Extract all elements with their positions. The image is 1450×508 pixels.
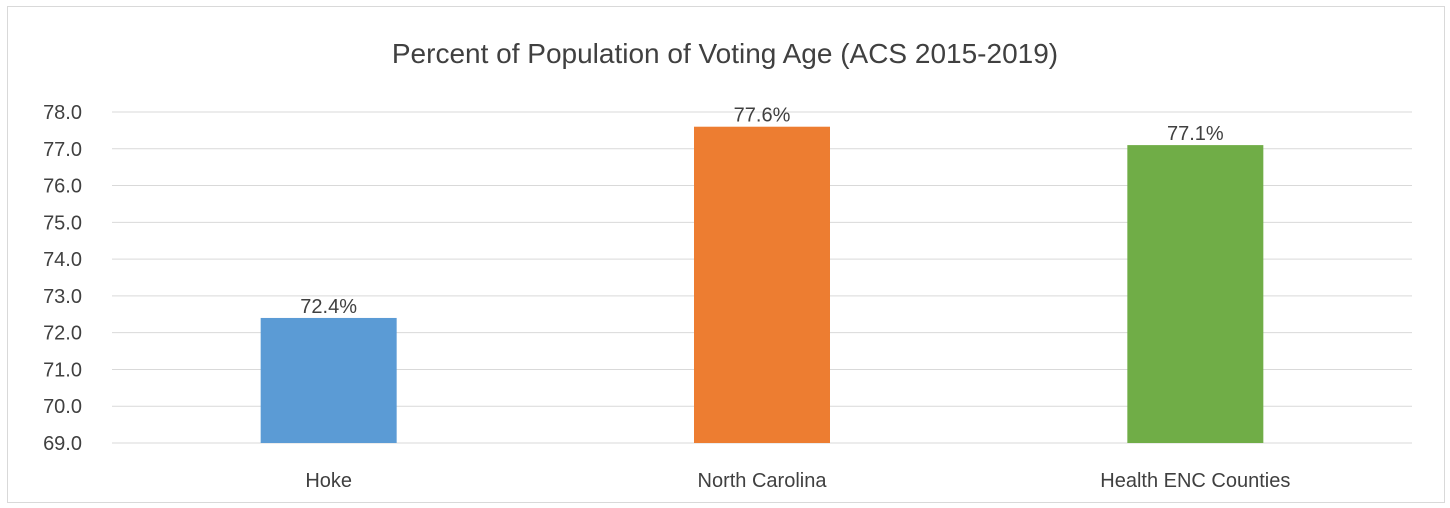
y-tick-label: 76.0 — [43, 176, 82, 198]
x-axis-labels: Hoke North Carolina Health ENC Counties — [305, 470, 1290, 492]
y-tick-label: 71.0 — [43, 359, 82, 381]
bar-hoke — [260, 317, 397, 443]
bar-north-carolina — [694, 126, 830, 443]
data-labels: 72.4% 77.6% 77.1% — [300, 105, 1224, 318]
bars — [260, 126, 1264, 443]
data-label: 72.4% — [300, 296, 357, 318]
y-tick-label: 73.0 — [43, 286, 82, 308]
data-label: 77.1% — [1167, 123, 1224, 145]
y-tick-label: 70.0 — [43, 396, 82, 418]
y-tick-label: 72.0 — [43, 323, 82, 345]
y-tick-label: 77.0 — [43, 139, 82, 161]
chart-title: Percent of Population of Voting Age (ACS… — [391, 38, 1059, 69]
data-label: 77.6% — [734, 105, 791, 127]
y-tick-label: 74.0 — [43, 249, 82, 271]
bar-health-enc-counties — [1127, 145, 1264, 443]
category-label: Hoke — [305, 470, 352, 492]
y-axis-labels: 69.0 70.0 71.0 72.0 73.0 74.0 75.0 76.0 77.0 78.0 — [43, 102, 82, 455]
y-tick-label: 75.0 — [43, 212, 82, 234]
y-tick-label: 69.0 — [43, 433, 82, 455]
y-tick-label: 78.0 — [43, 102, 82, 124]
category-label: North Carolina — [698, 470, 828, 492]
category-label: Health ENC Counties — [1100, 470, 1290, 492]
